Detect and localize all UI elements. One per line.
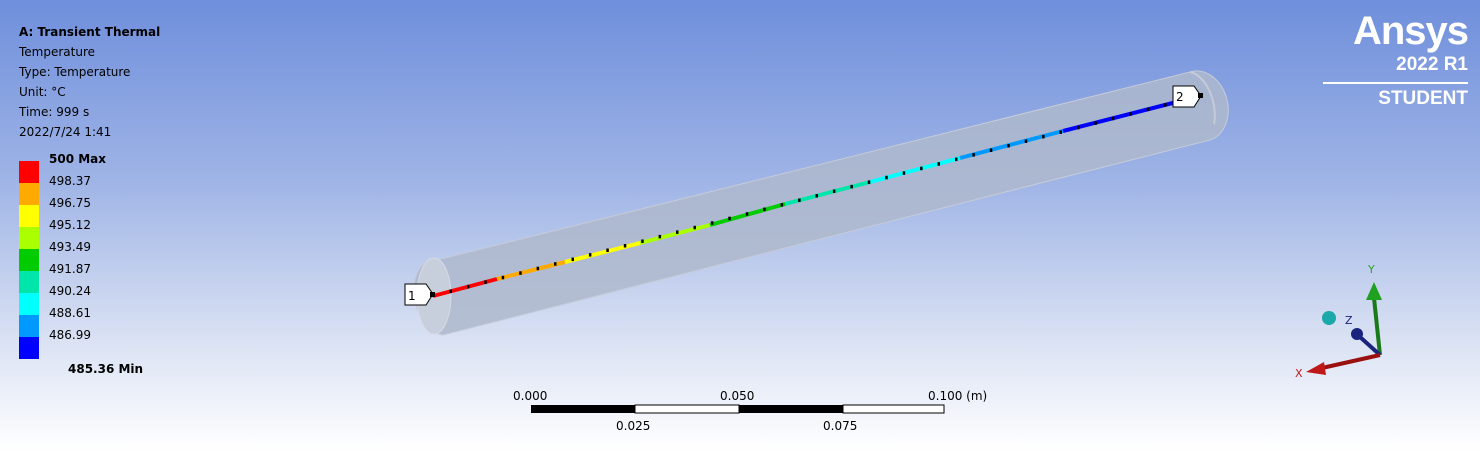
result-name: Temperature [19,45,96,59]
path-node-marker [745,212,749,216]
path-node-marker [449,289,452,293]
legend-level: 491.87 [49,262,91,276]
path-node-marker [571,257,574,262]
legend-level: 495.12 [49,218,91,232]
result-type: Type: Temperature [19,65,131,79]
path-node-marker [1111,116,1115,121]
path-node-marker [1094,121,1097,125]
path-node-marker [1164,103,1167,107]
path-node-marker [1059,130,1062,134]
path-node-marker [484,280,487,284]
path-node-marker [867,180,871,184]
path-node-marker [728,216,731,221]
legend-level: 490.24 [49,284,91,298]
path-node-marker [1007,144,1010,148]
path-node-marker [466,284,470,289]
path-node-marker [623,244,627,248]
path-node-marker [658,234,662,239]
analysis-title: A: Transient Thermal [19,25,161,39]
legend-min-label: 485.36 Min [68,362,144,376]
logo-divider [1323,82,1468,84]
logo-version: 2022 R1 [1396,54,1468,75]
path-node-marker [798,198,801,202]
legend-level: 496.75 [49,196,91,210]
path-node-marker [815,194,818,198]
path-node-marker [902,171,906,175]
logo-edition: STUDENT [1378,88,1468,109]
path-node-marker [606,248,609,252]
coordinate-triad[interactable]: Y Z X [1295,263,1382,380]
path-node-marker [780,203,784,207]
legend-level: 498.37 [49,174,91,188]
path-node-marker [1024,139,1028,143]
scale-bar-graphic [531,404,945,414]
path-node-marker [832,189,836,193]
probe-label-2[interactable]: 2 [1172,85,1203,108]
path-node-marker [554,262,557,266]
cylinder-body [413,70,1229,336]
ansys-logo: Ansys 2022 R1 STUDENT [1323,8,1469,110]
result-info-panel: A: Transient Thermal Temperature Type: T… [19,22,160,142]
path-node-marker [641,239,644,243]
path-node-marker [1042,134,1045,139]
scale-label-050: 0.050 [720,389,755,403]
path-node-marker [920,166,923,171]
triad-x-label: X [1295,367,1303,380]
scale-label-0: 0.000 [513,389,548,403]
legend-level: 488.61 [49,306,91,320]
path-node-marker [501,275,505,280]
path-node-marker [885,175,888,180]
path-node-marker [1129,112,1132,116]
legend-level: 493.49 [49,240,91,254]
result-unit: Unit: °C [19,85,66,99]
path-node-marker [850,184,853,189]
path-node-marker [693,225,696,230]
result-time: Time: 999 s [19,105,90,119]
path-node-marker [955,157,958,162]
logo-brand: Ansys [1352,9,1469,53]
triad-y-label: Y [1367,263,1375,276]
triad-iso-ball-icon [1322,311,1336,325]
path-node-marker [1077,125,1080,130]
path-node-marker [763,207,766,212]
scale-label-100: 0.100 (m) [928,389,988,403]
legend-level: 486.99 [49,328,91,342]
scale-bar: 0.000 0.050 0.100 (m) 0.025 0.075 [513,389,993,439]
result-timestamp: 2022/7/24 1:41 [19,125,112,139]
path-node-marker [989,148,993,152]
probe-1-text: 1 [408,289,416,303]
triad-z-label: Z [1345,314,1353,327]
legend-max-label: 500 Max [49,152,107,166]
path-node-marker [972,153,975,157]
path-node-marker [937,162,940,166]
scale-label-075: 0.075 [823,419,858,433]
path-node-marker [536,266,540,271]
probe-2-text: 2 [1176,90,1184,104]
path-node-marker [676,230,679,234]
path-node-marker [588,253,592,257]
scale-label-025: 0.025 [616,419,651,433]
path-node-marker [1146,107,1150,112]
path-node-marker [710,221,714,225]
probe-label-1[interactable]: 1 [404,283,435,306]
path-node-marker [519,271,522,275]
